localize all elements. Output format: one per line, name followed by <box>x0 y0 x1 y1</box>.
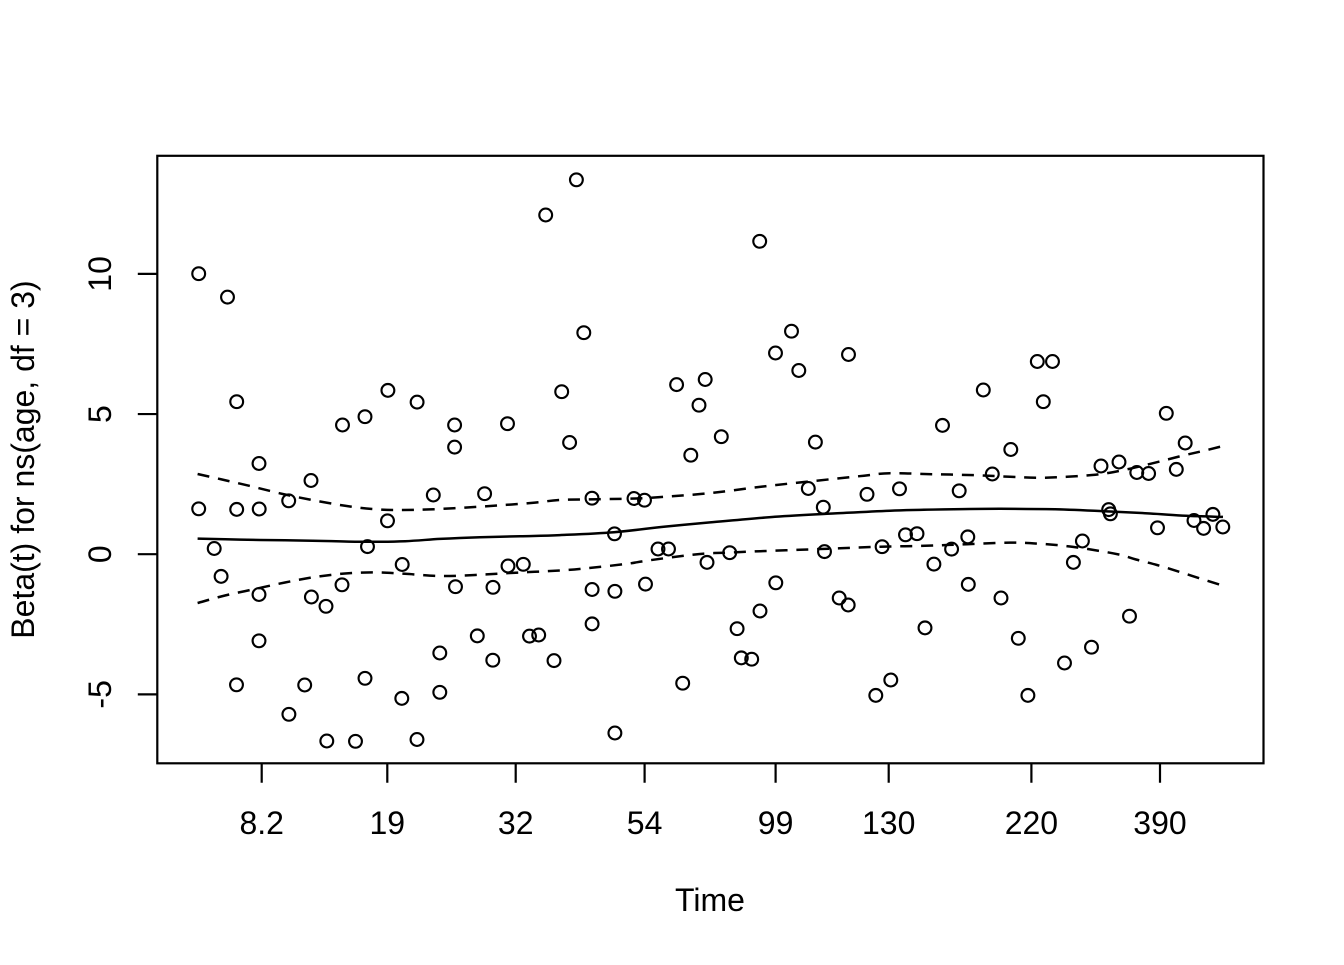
svg-text:5: 5 <box>82 405 118 423</box>
svg-text:130: 130 <box>862 805 915 841</box>
svg-text:32: 32 <box>498 805 534 841</box>
svg-text:-5: -5 <box>82 680 118 708</box>
svg-text:Time: Time <box>675 882 745 918</box>
svg-text:8.2: 8.2 <box>239 805 283 841</box>
svg-text:99: 99 <box>758 805 794 841</box>
svg-text:10: 10 <box>82 256 118 292</box>
svg-text:220: 220 <box>1005 805 1058 841</box>
svg-text:54: 54 <box>627 805 663 841</box>
svg-text:Beta(t) for ns(age, df = 3): Beta(t) for ns(age, df = 3) <box>5 280 41 638</box>
svg-text:19: 19 <box>370 805 406 841</box>
svg-text:390: 390 <box>1133 805 1186 841</box>
svg-text:0: 0 <box>82 545 118 563</box>
